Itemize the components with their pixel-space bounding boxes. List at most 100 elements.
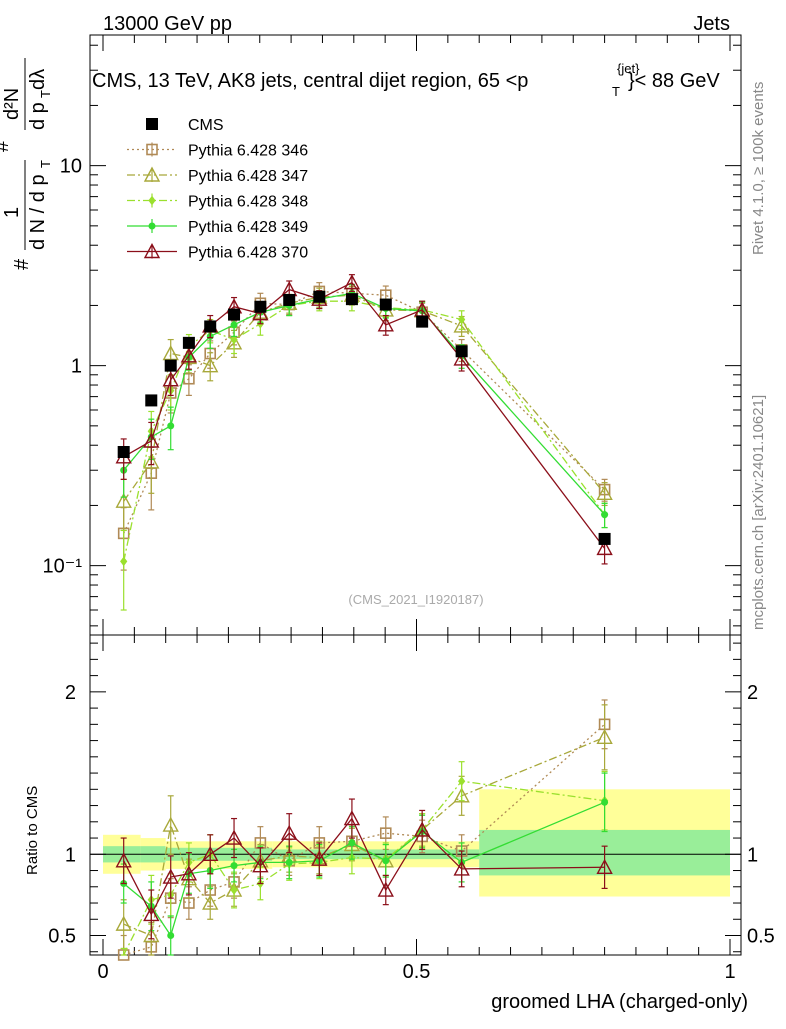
ratio-point [311, 850, 328, 866]
svg-text:CMS, 13 TeV, AK8 jets, central: CMS, 13 TeV, AK8 jets, central dijet reg… [92, 70, 528, 92]
legend-label: Pythia 6.428 370 [188, 245, 308, 262]
ylabel-den2-sub: T [38, 90, 53, 98]
ylabel-hash1: # [11, 258, 33, 270]
y-tick-label-ratio: 0.5 [48, 926, 76, 948]
y-tick-label-ratio-right: 2 [747, 682, 758, 704]
data-point [204, 320, 217, 333]
title-end: }< 88 GeV [628, 70, 720, 92]
ylabel-num2: d²N [1, 88, 23, 120]
data-point [377, 316, 394, 332]
ratio-point [202, 894, 219, 910]
y-tick-label-ratio-right: 0.5 [747, 926, 775, 948]
ratio-point [379, 827, 392, 839]
y-axis-label-main: # 1 d N / d p T # d²N d p T dλ [0, 58, 53, 270]
y-tick-label-main: 1 [71, 356, 82, 378]
ratio-point [382, 857, 390, 865]
data-point [379, 298, 392, 311]
title-main: CMS, 13 TeV, AK8 jets, central dijet reg… [92, 70, 528, 92]
legend: CMS Pythia 6.428 346 Pythia 6.428 347 Pythi… [127, 117, 308, 262]
x-tick-label: 0 [97, 961, 108, 983]
main-series [115, 274, 613, 611]
data-point [601, 511, 609, 519]
y-tick-label-ratio-right: 1 [747, 844, 758, 866]
y-tick-label-ratio: 1 [65, 844, 76, 866]
series-line [123, 294, 606, 502]
data-point [120, 556, 128, 567]
main-axes: 10⁻¹ 1 10 [43, 35, 741, 635]
ratio-point [230, 885, 238, 895]
series-line [123, 292, 606, 516]
data-point [182, 336, 195, 349]
plot-title: CMS, 13 TeV, AK8 jets, central dijet reg… [92, 61, 720, 99]
ratio-point [252, 857, 269, 873]
x-axis-label: groomed LHA (charged-only) [491, 991, 748, 1013]
legend-label: CMS [188, 117, 224, 134]
ratio-point [453, 860, 470, 876]
ratio-point [115, 852, 132, 868]
data-point [598, 532, 611, 545]
y-tick-label-ratio: 2 [65, 682, 76, 704]
ylabel-hash2: # [0, 140, 13, 152]
series-line [123, 300, 606, 562]
legend-marker [148, 222, 156, 230]
data-point [180, 347, 198, 363]
data-point [183, 372, 195, 385]
ratio-point [167, 932, 175, 940]
rivet-label: Rivet 4.1.0, ≥ 100k events [750, 82, 767, 255]
legend-item-349: Pythia 6.428 349 [127, 219, 308, 236]
data-point [230, 321, 238, 329]
series-349 [120, 284, 609, 529]
legend-item-348: Pythia 6.428 348 [127, 193, 308, 211]
ratio-point [596, 728, 613, 745]
ratio-point [348, 839, 356, 847]
ylabel-den2: d p [27, 102, 49, 130]
title-sup: {jet} [617, 61, 640, 76]
data-point [162, 371, 179, 387]
data-point [254, 300, 267, 313]
ratio-point [377, 881, 394, 897]
legend-marker [146, 118, 158, 130]
data-point [202, 357, 219, 373]
data-point [230, 334, 238, 345]
legend-marker [143, 166, 161, 182]
ylabel-frac-den: d N / d p [27, 174, 49, 250]
ylabel-den2-end: dλ [27, 69, 49, 90]
data-point [117, 446, 130, 459]
ratio-point [601, 798, 609, 806]
legend-item-cms: CMS [146, 117, 224, 134]
ratio-line [123, 780, 605, 956]
legend-label: Pythia 6.428 347 [188, 168, 308, 185]
data-point [143, 453, 160, 469]
data-point [283, 293, 296, 306]
data-point [167, 422, 175, 430]
ratio-point [162, 816, 179, 832]
series-346 [117, 282, 611, 571]
legend-item-370: Pythia 6.428 370 [127, 243, 308, 262]
ratio-point [225, 829, 243, 845]
y-tick-label-main: 10 [60, 156, 82, 178]
data-point [458, 314, 466, 325]
data-point [143, 432, 160, 448]
legend-label: Pythia 6.428 348 [188, 194, 308, 211]
ratio-point [343, 810, 361, 826]
ratio-panel-frame [89, 634, 742, 956]
ylabel-frac-num: 1 [1, 207, 23, 218]
ratio-series [115, 699, 613, 961]
legend-label: Pythia 6.428 349 [188, 219, 308, 236]
data-point [455, 345, 468, 358]
ratio-point [230, 862, 238, 870]
data-point [313, 290, 326, 303]
legend-marker [146, 143, 158, 156]
series-line [123, 281, 606, 549]
series-line [123, 290, 606, 534]
ylabel-frac-den-sub: T [38, 160, 53, 168]
ratio-point [143, 927, 160, 943]
data-point [596, 539, 613, 556]
data-point [145, 394, 158, 407]
data-point [164, 359, 177, 372]
data-point [453, 350, 470, 366]
data-point [345, 293, 358, 306]
header-left: 13000 GeV pp [103, 13, 232, 35]
ratio-point [281, 824, 298, 840]
